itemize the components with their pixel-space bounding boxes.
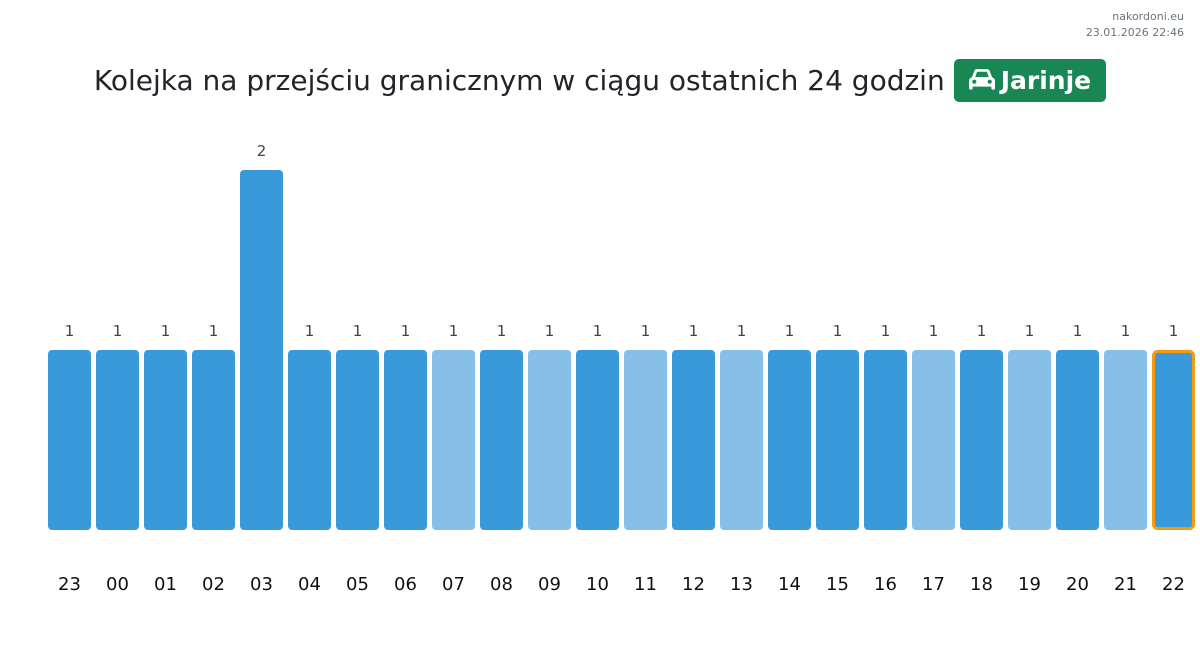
tick-label-10: 10 — [586, 574, 609, 595]
value-label-12: 1 — [689, 322, 699, 340]
tick-label-14: 14 — [778, 574, 801, 595]
value-label-22: 1 — [1169, 322, 1179, 340]
bar-10 — [576, 350, 619, 530]
tick-label-21: 21 — [1114, 574, 1137, 595]
site-name: nakordoni.eu — [1112, 10, 1184, 23]
bar-02 — [192, 350, 235, 530]
tick-label-16: 16 — [874, 574, 897, 595]
tick-label-12: 12 — [682, 574, 705, 595]
tick-label-06: 06 — [394, 574, 417, 595]
bar-17 — [912, 350, 955, 530]
page-title: Kolejka na przejściu granicznym w ciągu … — [93, 63, 945, 97]
value-label-16: 1 — [881, 322, 891, 340]
title-row: Kolejka na przejściu granicznym w ciągu … — [0, 58, 1200, 102]
bar-08 — [480, 350, 523, 530]
value-label-17: 1 — [929, 322, 939, 340]
tick-label-01: 01 — [154, 574, 177, 595]
value-label-07: 1 — [449, 322, 459, 340]
value-label-10: 1 — [593, 322, 603, 340]
border-crossing-name: Jarinje — [1000, 65, 1092, 95]
tick-label-18: 18 — [970, 574, 993, 595]
tick-label-09: 09 — [538, 574, 561, 595]
bar-23 — [48, 350, 91, 530]
car-icon — [968, 69, 995, 90]
value-label-04: 1 — [305, 322, 315, 340]
tick-label-15: 15 — [826, 574, 849, 595]
tick-label-07: 07 — [442, 574, 465, 595]
bar-21 — [1104, 350, 1147, 530]
tick-label-20: 20 — [1066, 574, 1089, 595]
value-label-23: 1 — [65, 322, 75, 340]
value-label-11: 1 — [641, 322, 651, 340]
meta-info: nakordoni.eu 23.01.2026 22:46 — [1086, 9, 1184, 41]
value-label-09: 1 — [545, 322, 555, 340]
value-label-14: 1 — [785, 322, 795, 340]
bar-22 — [1152, 350, 1195, 530]
bar-03 — [240, 170, 283, 530]
bar-14 — [768, 350, 811, 530]
bar-07 — [432, 350, 475, 530]
value-label-18: 1 — [977, 322, 987, 340]
tick-label-05: 05 — [346, 574, 369, 595]
tick-label-22: 22 — [1162, 574, 1185, 595]
tick-label-02: 02 — [202, 574, 225, 595]
value-label-19: 1 — [1025, 322, 1035, 340]
tick-label-17: 17 — [922, 574, 945, 595]
value-label-21: 1 — [1121, 322, 1131, 340]
bar-04 — [288, 350, 331, 530]
tick-label-04: 04 — [298, 574, 321, 595]
value-label-05: 1 — [353, 322, 363, 340]
tick-label-00: 00 — [106, 574, 129, 595]
value-label-02: 1 — [209, 322, 219, 340]
border-crossing-badge: Jarinje — [953, 58, 1107, 102]
value-label-00: 1 — [113, 322, 123, 340]
bar-18 — [960, 350, 1003, 530]
bar-20 — [1056, 350, 1099, 530]
value-label-06: 1 — [401, 322, 411, 340]
bar-16 — [864, 350, 907, 530]
value-label-13: 1 — [737, 322, 747, 340]
bar-06 — [384, 350, 427, 530]
bar-15 — [816, 350, 859, 530]
value-label-08: 1 — [497, 322, 507, 340]
timestamp: 23.01.2026 22:46 — [1085, 26, 1184, 39]
bar-00 — [96, 350, 139, 530]
tick-label-11: 11 — [634, 574, 657, 595]
tick-label-08: 08 — [490, 574, 513, 595]
bar-12 — [672, 350, 715, 530]
value-label-20: 1 — [1073, 322, 1083, 340]
bar-05 — [336, 350, 379, 530]
bar-11 — [624, 350, 667, 530]
bar-01 — [144, 350, 187, 530]
tick-label-13: 13 — [730, 574, 753, 595]
bar-09 — [528, 350, 571, 530]
tick-label-23: 23 — [58, 574, 81, 595]
tick-label-19: 19 — [1018, 574, 1041, 595]
value-label-01: 1 — [161, 322, 171, 340]
bar-13 — [720, 350, 763, 530]
bar-19 — [1008, 350, 1051, 530]
value-label-15: 1 — [833, 322, 843, 340]
tick-label-03: 03 — [250, 574, 273, 595]
value-label-03: 2 — [257, 142, 267, 160]
